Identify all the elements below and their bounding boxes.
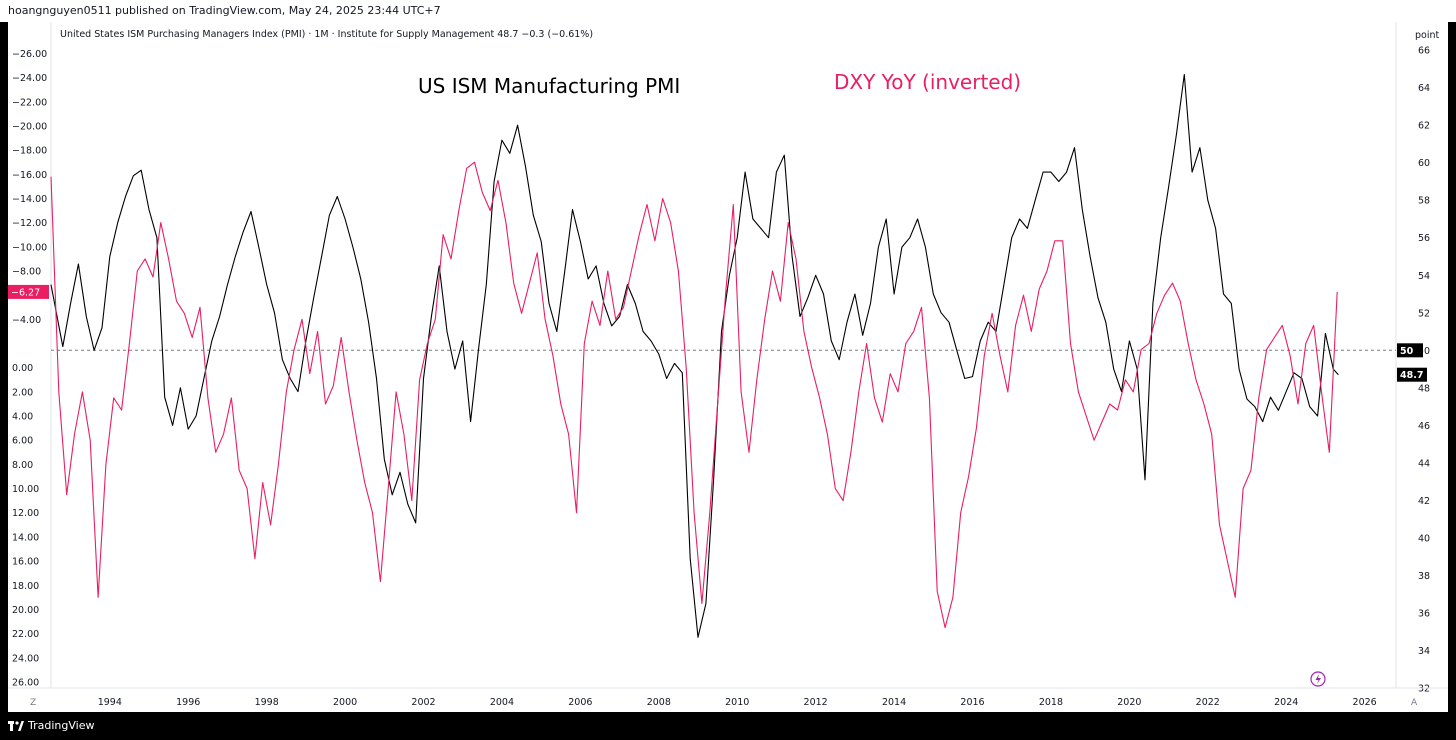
- chart-svg[interactable]: −26.00 −24.00 −22.00 −20.00 −18.00 −16.00 −14.…: [8, 22, 1448, 712]
- left-tick-label: 12.00: [12, 508, 39, 519]
- time-tick-label: 2006: [568, 697, 592, 708]
- right-tick-label: 56: [1418, 233, 1430, 244]
- right-tick-label: 46: [1418, 421, 1430, 432]
- footer-brand: TradingView: [28, 719, 95, 732]
- footer-bar: TradingView: [0, 712, 1456, 740]
- right-tick-label: 32: [1418, 684, 1430, 695]
- time-tick-label: 1994: [98, 697, 122, 708]
- right-tick-label: 36: [1418, 608, 1430, 619]
- symbol-line: United States ISM Purchasing Managers In…: [60, 29, 593, 40]
- right-tick-label: 62: [1418, 121, 1430, 132]
- time-tick-label: 2026: [1353, 697, 1377, 708]
- left-tick-label: −26.00: [12, 49, 47, 60]
- left-tick-label: 6.00: [12, 436, 33, 447]
- pmi-last-value-label: 48.7: [1400, 370, 1423, 381]
- time-tick-label: 2024: [1274, 697, 1298, 708]
- left-tick-label: −8.00: [12, 266, 41, 277]
- time-tick-label: 2004: [490, 697, 514, 708]
- left-tick-label: 22.00: [12, 629, 39, 640]
- time-tick-label: 2014: [882, 697, 906, 708]
- time-tick-label: 2010: [725, 697, 749, 708]
- left-tick-label: −4.00: [12, 315, 41, 326]
- right-tick-label: 38: [1418, 571, 1430, 582]
- left-tick-label: −16.00: [12, 170, 47, 181]
- right-tick-label: 42: [1418, 496, 1430, 507]
- left-tick-label: 16.00: [12, 557, 39, 568]
- right-tick-label: 58: [1418, 196, 1430, 207]
- right-tick-label: 44: [1418, 458, 1430, 469]
- right-tick-label: 50: [1418, 346, 1430, 357]
- left-tick-label: 14.00: [12, 532, 39, 543]
- left-tick-label: −14.00: [12, 194, 47, 205]
- right-tick-label: 34: [1418, 646, 1430, 657]
- left-tick-label: 4.00: [12, 412, 33, 423]
- log-scale-toggle-icon[interactable]: Z: [30, 698, 36, 708]
- left-tick-label: −20.00: [12, 121, 47, 132]
- pmi-last-value-badge: [1397, 367, 1427, 382]
- time-tick-label: 2020: [1117, 697, 1141, 708]
- axis-value-labels: 50 48.7 −6.27: [8, 284, 1427, 382]
- dxy-last-value-label: −6.27: [11, 287, 40, 298]
- left-tick-label: 26.00: [12, 677, 39, 688]
- left-tick-label: 18.00: [12, 581, 39, 592]
- left-tick-label: −18.00: [12, 146, 47, 157]
- chart-title-dxy: DXY YoY (inverted): [834, 70, 1021, 94]
- right-tick-label: 54: [1418, 271, 1430, 282]
- left-tick-label: −12.00: [12, 218, 47, 229]
- chart-title-pmi: US ISM Manufacturing PMI: [418, 74, 680, 98]
- right-tick-label: 40: [1418, 533, 1430, 544]
- chart-area[interactable]: −26.00 −24.00 −22.00 −20.00 −18.00 −16.00 −14.…: [8, 22, 1448, 712]
- right-axis[interactable]: point 66 64 62 60 58 56 54 52 50 48 46 44 42 40 38 36 34 3…: [1395, 22, 1440, 695]
- reference-value-badge: [1397, 343, 1423, 358]
- left-tick-label: 10.00: [12, 484, 39, 495]
- right-axis-unit-label: point: [1415, 30, 1440, 41]
- left-axis[interactable]: −26.00 −24.00 −22.00 −20.00 −18.00 −16.00 −14.…: [12, 22, 52, 688]
- time-tick-label: 1996: [176, 697, 200, 708]
- right-tick-label: 52: [1418, 308, 1430, 319]
- left-tick-label: −10.00: [12, 242, 47, 253]
- left-tick-label: −22.00: [12, 97, 47, 108]
- reference-value-label: 50: [1400, 346, 1414, 357]
- time-tick-label: 2008: [647, 697, 671, 708]
- tradingview-logo-icon: [8, 720, 24, 731]
- time-tick-label: 2000: [333, 697, 357, 708]
- left-tick-label: 2.00: [12, 387, 33, 398]
- left-tick-label: 8.00: [12, 460, 33, 471]
- published-line: hoangnguyen0511 published on TradingView…: [8, 4, 441, 17]
- time-tick-label: 2012: [804, 697, 828, 708]
- right-tick-label: 66: [1418, 46, 1430, 57]
- plot-area[interactable]: [50, 73, 1396, 638]
- left-tick-label: 20.00: [12, 605, 39, 616]
- left-tick-label: 24.00: [12, 653, 39, 664]
- publisher-bar: hoangnguyen0511 published on TradingView…: [0, 0, 1456, 22]
- time-tick-label: 2002: [411, 697, 435, 708]
- auto-scale-toggle-icon[interactable]: A: [1411, 698, 1418, 708]
- tradingview-logo[interactable]: TradingView: [8, 719, 94, 732]
- time-tick-label: 2018: [1039, 697, 1063, 708]
- right-tick-label: 64: [1418, 83, 1430, 94]
- time-axis[interactable]: 1994 1996 1998 2000 2002 2004 2006 2008 2010 2012…: [8, 687, 1448, 708]
- pmi-series-line: [50, 73, 1339, 638]
- flash-icon[interactable]: [1310, 671, 1326, 687]
- time-tick-label: 2022: [1196, 697, 1220, 708]
- right-tick-label: 60: [1418, 158, 1430, 169]
- dxy-series-line: [50, 161, 1338, 629]
- time-tick-label: 2016: [960, 697, 984, 708]
- left-tick-label: −24.00: [12, 73, 47, 84]
- dxy-last-value-badge: [8, 284, 49, 299]
- right-tick-label: 48: [1418, 383, 1430, 394]
- time-tick-label: 1998: [255, 697, 279, 708]
- left-tick-label: 0.00: [12, 363, 33, 374]
